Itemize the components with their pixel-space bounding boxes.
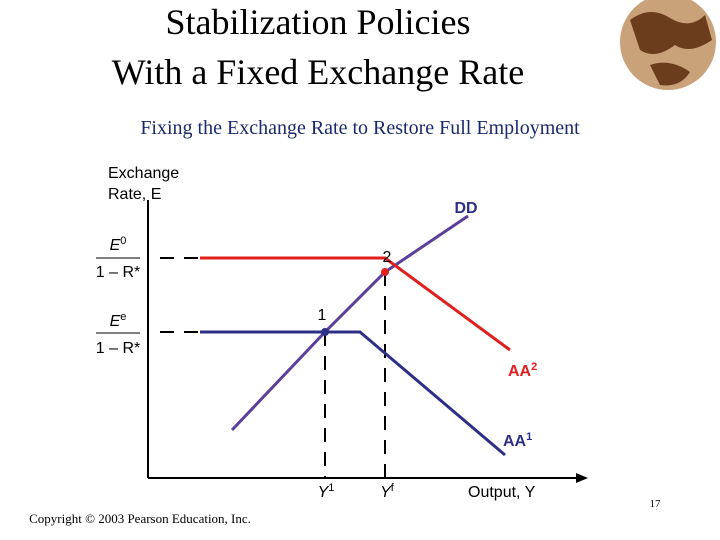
y-axis-label: Exchange [108,165,179,182]
aa2-curve [200,256,511,352]
point-label: 1 [318,307,327,324]
curve-label: DD [454,200,477,217]
superscript: 2 [531,361,537,373]
y-axis-label: Rate, E [108,186,161,203]
equilibrium-point [381,268,389,276]
dd-curve [230,214,469,432]
superscript: f [391,482,395,494]
x-axis-label: Output, Y [468,484,536,501]
symbol: Y [318,484,330,501]
subtitle: Fixing the Exchange Rate to Restore Full… [140,117,580,139]
curve-name: AA [508,363,532,380]
fraction-denominator: 1 – R* [96,264,140,281]
curve-label: AA2 [508,361,537,380]
superscript: 0 [120,235,126,247]
globe-land [630,11,712,54]
equilibrium-point [321,328,329,336]
superscript: 1 [328,482,334,494]
symbol: E [110,237,121,254]
page-number: 17 [650,498,662,510]
superscript: e [120,311,126,323]
globe-land [650,62,690,86]
title-line: With a Fixed Exchange Rate [112,52,524,92]
point-label: 2 [383,249,392,266]
fraction-numerator: Ee [110,311,127,330]
globe-icon [610,0,720,90]
curve-name: AA [503,433,527,450]
superscript: 1 [526,431,532,443]
aa1-curve [200,330,506,457]
symbol: Y [380,484,392,501]
fraction-numerator: E0 [110,235,127,254]
x-level-label: Y1 [318,482,335,501]
x-axis-arrow [576,473,588,483]
x-level-label: Yf [380,482,395,501]
symbol: E [110,313,121,330]
curve-name: DD [454,200,477,217]
curve-label: AA1 [503,431,532,450]
fraction-denominator: 1 – R* [96,340,140,357]
copyright: Copyright © 2003 Pearson Education, Inc. [29,511,251,526]
title-line: Stabilization Policies [166,2,471,42]
